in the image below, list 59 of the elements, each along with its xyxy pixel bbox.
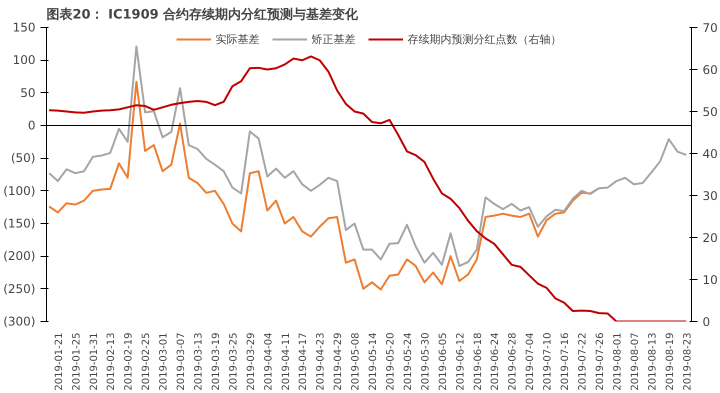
x-tick-label: 2019-06-05	[438, 332, 449, 391]
x-tick-label: 2019-08-01	[612, 332, 624, 391]
x-tick-label: 2019-05-14	[368, 332, 380, 391]
x-tick-label: 2019-05-30	[420, 332, 432, 391]
x-tick-label: 2019-01-21	[54, 332, 65, 391]
x-tick-label: 2019-05-08	[350, 332, 362, 391]
y2-tick-label: 70	[702, 21, 718, 35]
x-tick-label: 2019-03-13	[193, 332, 204, 391]
y2-tick-label: 0	[702, 315, 710, 329]
x-tick-label: 2019-07-16	[560, 332, 572, 391]
x-tick-label: 2019-04-29	[333, 332, 344, 391]
y-tick-label: (200)	[3, 249, 36, 264]
y-tick-label: (250)	[3, 282, 36, 296]
x-tick-label: 2019-05-20	[386, 332, 397, 391]
y2-tick-label: 60	[702, 63, 718, 77]
y-tick-label: (100)	[3, 184, 36, 198]
x-tick-label: 2019-01-25	[71, 332, 82, 391]
y-tick-label: 150	[12, 20, 36, 34]
x-tick-label: 2019-07-26	[594, 332, 606, 391]
y2-tick-label: 10	[702, 273, 718, 287]
x-tick-label: 2019-03-07	[176, 332, 188, 391]
x-tick-label: 2019-01-31	[88, 332, 100, 391]
x-tick-label: 2019-07-10	[542, 332, 554, 391]
y-tick-label: (150)	[3, 216, 36, 230]
x-tick-label: 2019-03-25	[228, 332, 240, 391]
x-tick-label: 2019-05-24	[402, 332, 414, 391]
x-tick-label: 2019-07-04	[525, 332, 536, 391]
x-tick-label: 2019-02-25	[141, 332, 152, 391]
x-tick-label: 2019-03-29	[246, 332, 257, 391]
chart-title: 图表20： IC1909 合约存续期内分红预测与基差变化	[46, 6, 360, 22]
x-tick-label: 2019-04-23	[316, 332, 327, 391]
x-tick-label: 2019-04-17	[298, 332, 310, 391]
x-tick-label: 2019-08-23	[682, 332, 694, 391]
y2-tick-label: 50	[702, 105, 718, 119]
x-tick-label: 2019-07-22	[578, 332, 589, 391]
x-tick-label: 2019-06-24	[490, 332, 502, 391]
x-tick-label: 2019-03-19	[210, 332, 222, 391]
y2-tick-label: 40	[702, 147, 718, 161]
x-tick-label: 2019-04-04	[263, 332, 274, 391]
x-tick-label: 2019-02-19	[124, 332, 135, 391]
x-tick-label: 2019-06-28	[508, 332, 519, 391]
x-tick-label: 2019-06-18	[472, 332, 484, 391]
legend-label: 实际基差	[216, 32, 260, 46]
y2-tick-label: 30	[702, 189, 718, 203]
x-tick-label: 2019-02-13	[106, 332, 118, 391]
y-tick-label: 50	[20, 86, 36, 100]
x-tick-label: 2019-03-01	[158, 332, 170, 391]
x-tick-label: 2019-08-07	[630, 332, 641, 391]
legend-label: 存续期内预测分红点数（右轴）	[408, 32, 562, 46]
y2-tick-label: 20	[702, 231, 718, 245]
x-tick-label: 2019-06-12	[455, 332, 466, 391]
y-tick-label: 0	[28, 118, 36, 132]
y-tick-label: (300)	[3, 314, 36, 328]
y-tick-label: (50)	[10, 151, 36, 166]
x-tick-label: 2019-04-11	[280, 332, 292, 391]
x-tick-label: 2019-08-19	[664, 332, 676, 391]
y-tick-label: 100	[12, 53, 36, 68]
x-tick-label: 2019-08-13	[647, 332, 658, 391]
legend-label: 矫正基差	[312, 32, 356, 46]
